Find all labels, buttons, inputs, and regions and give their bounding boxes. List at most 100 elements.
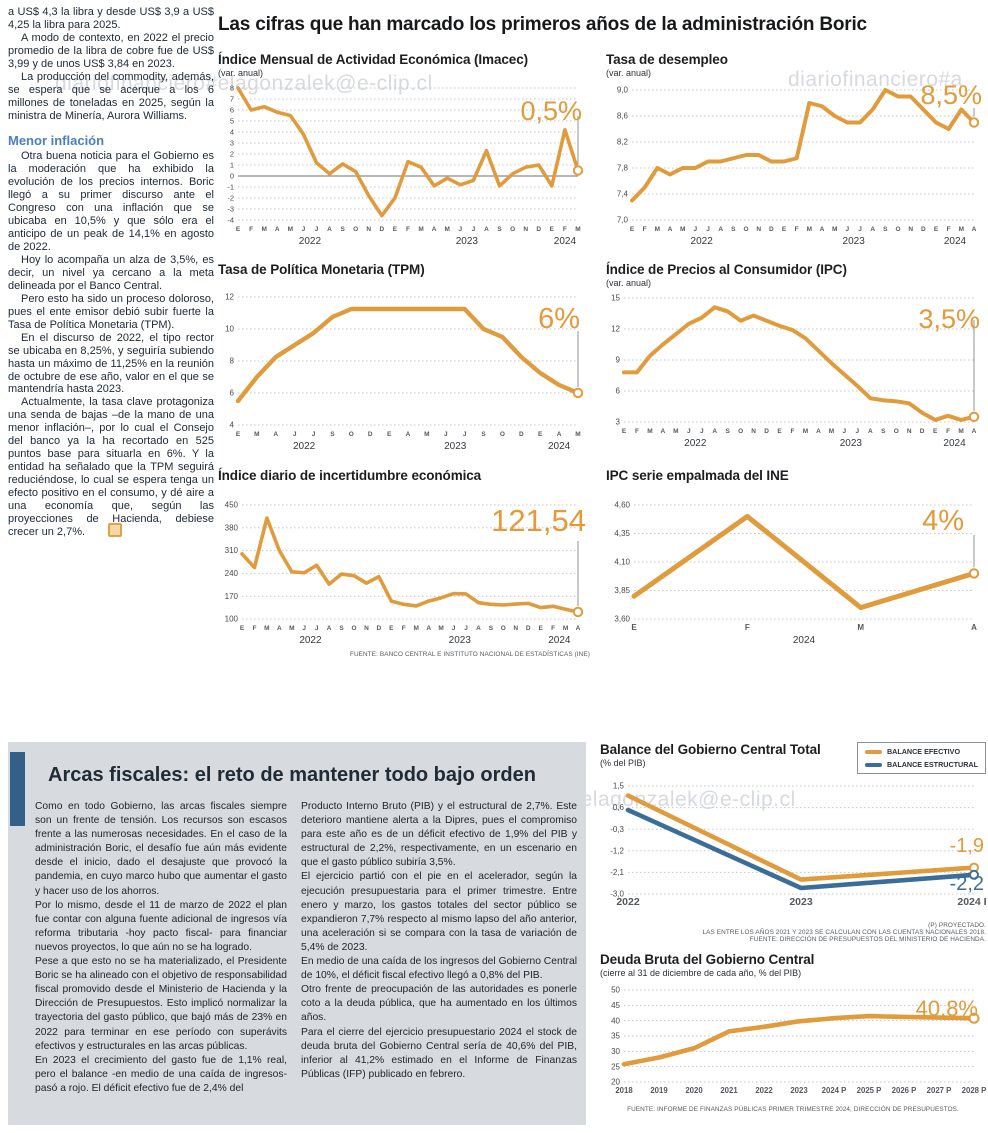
svg-text:M: M: [575, 226, 580, 233]
svg-text:-3,0: -3,0: [610, 890, 624, 899]
svg-text:S: S: [339, 625, 344, 632]
svg-text:4: 4: [230, 128, 234, 137]
svg-text:M: M: [857, 623, 864, 632]
svg-text:E: E: [236, 431, 241, 438]
svg-text:M: M: [563, 625, 568, 632]
page-title: Las cifras que han marcado los primeros …: [218, 14, 867, 35]
svg-text:S: S: [330, 431, 335, 438]
svg-text:J: J: [846, 226, 850, 233]
chart-incertidumbre: Índice diario de incertidumbre económica…: [218, 468, 590, 658]
svg-text:20: 20: [611, 1078, 620, 1087]
svg-text:1: 1: [230, 161, 234, 170]
svg-text:S: S: [489, 625, 494, 632]
svg-text:O: O: [500, 431, 505, 438]
svg-text:2026 P: 2026 P: [892, 1086, 917, 1095]
svg-text:3,60: 3,60: [614, 615, 630, 624]
chart-source: FUENTE: INFORME DE FINANZAS PÚBLICAS PRI…: [627, 1106, 959, 1113]
svg-text:A: A: [576, 625, 581, 632]
svg-text:J: J: [315, 625, 319, 632]
svg-text:-0,3: -0,3: [610, 825, 624, 834]
chart-footnotes: (P) PROYECTADO. LAS ENTRE LOS AÑOS 2021 Y…: [600, 922, 986, 943]
end-of-article-icon: [108, 523, 122, 538]
svg-text:J: J: [687, 428, 691, 435]
chart-title: Deuda Bruta del Gobierno Central: [600, 952, 815, 967]
latest-value-label: 0,5%: [520, 96, 582, 126]
svg-text:S: S: [881, 428, 886, 435]
legend-item-estructural: BALANCE ESTRUCTURAL: [864, 760, 978, 769]
chart-source: FUENTE: BANCO CENTRAL E INSTITUTO NACION…: [349, 651, 590, 658]
svg-text:1,5: 1,5: [613, 782, 625, 791]
svg-text:4: 4: [230, 421, 235, 430]
svg-text:2022: 2022: [691, 236, 714, 247]
chart-deuda: Deuda Bruta del Gobierno Central (cierre…: [600, 952, 986, 1113]
svg-text:J: J: [856, 428, 860, 435]
chart-subtitle: (var. anual): [606, 278, 652, 288]
fiscal-section: Arcas fiscales: el reto de mantener todo…: [8, 742, 586, 1125]
svg-text:S: S: [481, 431, 486, 438]
svg-text:E: E: [934, 226, 939, 233]
svg-text:M: M: [438, 625, 443, 632]
svg-text:D: D: [921, 226, 926, 233]
chart-title: Tasa de desempleo: [606, 52, 728, 67]
svg-text:6: 6: [616, 387, 621, 396]
svg-text:D: D: [920, 428, 925, 435]
svg-text:J: J: [700, 428, 704, 435]
svg-text:E: E: [782, 226, 787, 233]
latest-value-label: 6%: [538, 303, 580, 335]
article-paragraph: Otra buena noticia para el Gobierno es l…: [8, 150, 214, 253]
svg-text:3,85: 3,85: [614, 586, 630, 595]
svg-text:2023: 2023: [843, 236, 866, 247]
chart-title: IPC serie empalmada del INE: [606, 468, 789, 483]
svg-text:S: S: [340, 226, 345, 233]
svg-text:F: F: [791, 428, 795, 435]
svg-text:N: N: [513, 625, 518, 632]
svg-text:A: A: [273, 431, 278, 438]
svg-text:S: S: [497, 226, 502, 233]
svg-text:N: N: [751, 428, 756, 435]
svg-text:D: D: [536, 226, 541, 233]
svg-text:2022: 2022: [299, 236, 322, 247]
svg-text:4,10: 4,10: [614, 558, 630, 567]
svg-text:A: A: [327, 226, 332, 233]
article-paragraph: a US$ 4,3 la libra y desde US$ 3,9 a US$…: [8, 6, 214, 31]
svg-text:12: 12: [225, 293, 234, 302]
svg-text:2024: 2024: [943, 438, 966, 449]
chart-title: Índice diario de incertidumbre económica: [218, 468, 482, 483]
svg-text:F: F: [563, 226, 567, 233]
latest-value-label: 3,5%: [918, 304, 980, 334]
svg-text:J: J: [706, 226, 710, 233]
fiscal-paragraph: En medio de una caída de los ingresos de…: [301, 956, 577, 982]
svg-text:A: A: [868, 428, 873, 435]
svg-text:-3: -3: [227, 205, 234, 214]
svg-text:J: J: [444, 431, 448, 438]
svg-text:E: E: [631, 623, 637, 632]
fiscal-paragraph: Otro frente de preocupación de las autor…: [301, 984, 577, 1024]
svg-text:D: D: [379, 226, 384, 233]
svg-text:M: M: [424, 431, 429, 438]
svg-text:2021: 2021: [720, 1086, 738, 1095]
svg-text:2023: 2023: [449, 635, 472, 646]
svg-text:170: 170: [225, 592, 239, 601]
svg-text:10: 10: [225, 325, 234, 334]
svg-text:3: 3: [230, 139, 234, 148]
svg-text:2022: 2022: [616, 896, 640, 908]
svg-text:E: E: [933, 428, 938, 435]
svg-text:E: E: [240, 625, 245, 632]
svg-text:J: J: [302, 625, 306, 632]
latest-value-label: 121,54: [491, 503, 586, 538]
chart-legend: BALANCE EFECTIVO BALANCE ESTRUCTURAL: [856, 742, 986, 774]
svg-text:N: N: [366, 226, 371, 233]
svg-text:M: M: [959, 226, 964, 233]
chart-ipc-ine: IPC serie empalmada del INE 4,60 4,35 4,10…: [606, 468, 986, 649]
svg-text:M: M: [575, 431, 580, 438]
svg-text:A: A: [870, 226, 875, 233]
svg-text:F: F: [551, 625, 555, 632]
article-paragraph: En el discurso de 2022, el tipo rector s…: [8, 331, 214, 396]
svg-text:M: M: [655, 226, 660, 233]
svg-text:30: 30: [611, 1047, 620, 1056]
svg-text:8,2: 8,2: [617, 138, 629, 147]
svg-text:O: O: [353, 226, 358, 233]
